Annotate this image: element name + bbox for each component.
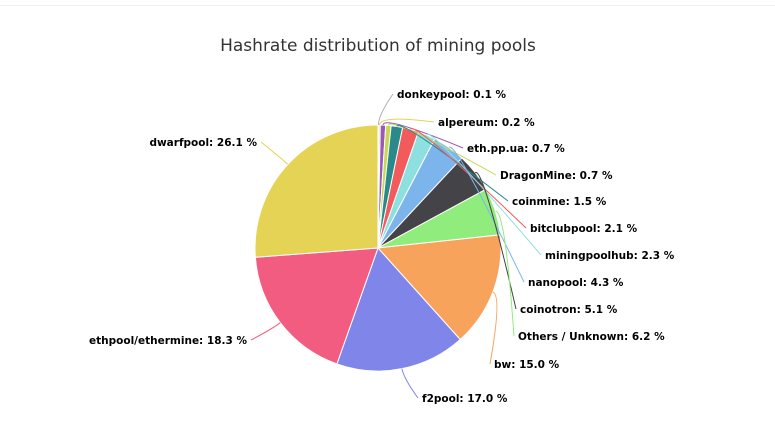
- data-label: eth.pp.ua: 0.7 %: [467, 143, 565, 155]
- data-label: Others / Unknown: 6.2 %: [518, 331, 665, 343]
- label-connector: [388, 123, 497, 176]
- data-label: bitclubpool: 2.1 %: [530, 223, 638, 235]
- label-connector: [426, 133, 542, 256]
- pie-slice[interactable]: [336, 247, 461, 372]
- data-label: alpereum: 0.2 %: [438, 117, 535, 129]
- label-connector: [379, 118, 435, 126]
- label-connector: [448, 146, 525, 283]
- data-label: DragonMine: 0.7 %: [500, 170, 613, 182]
- label-connector: [396, 125, 509, 202]
- pie-slice[interactable]: [376, 234, 502, 341]
- label-connector: [377, 93, 394, 126]
- data-label: donkeypool: 0.1 %: [397, 89, 507, 101]
- label-connector: [382, 122, 464, 149]
- data-label: ethpool/ethermine: 18.3 %: [89, 335, 247, 347]
- label-connector: [495, 210, 515, 337]
- data-labels: donkeypool: 0.1 % alpereum: 0.2 % eth.pp.u…: [89, 89, 675, 405]
- data-label: nanopool: 4.3 %: [528, 277, 624, 289]
- data-label: miningpoolhub: 2.3 %: [545, 250, 675, 262]
- data-label: coinotron: 5.1 %: [520, 304, 618, 316]
- top-divider: [0, 5, 775, 6]
- data-label: bw: 15.0 %: [494, 359, 560, 371]
- data-label: f2pool: 17.0 %: [422, 393, 508, 405]
- label-connector: [260, 141, 289, 165]
- label-connector: [410, 128, 527, 229]
- pie-slice[interactable]: [254, 124, 379, 258]
- data-label: dwarfpool: 26.1 %: [149, 137, 257, 149]
- label-connector: [250, 322, 281, 341]
- label-connector: [489, 291, 498, 365]
- data-label: coinmine: 1.5 %: [512, 196, 607, 208]
- label-connectors: [250, 93, 542, 399]
- pie-slices: [254, 124, 502, 372]
- label-connector: [401, 368, 419, 399]
- chart-title: Hashrate distribution of mining pools: [220, 36, 536, 56]
